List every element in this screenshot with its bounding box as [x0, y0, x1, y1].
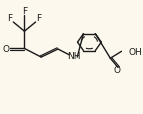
Text: OH: OH — [128, 47, 142, 56]
Text: F: F — [22, 7, 27, 16]
Text: O: O — [114, 65, 121, 74]
Text: F: F — [37, 14, 42, 23]
Text: O: O — [3, 45, 10, 53]
Text: F: F — [7, 14, 12, 23]
Text: NH: NH — [67, 51, 81, 60]
